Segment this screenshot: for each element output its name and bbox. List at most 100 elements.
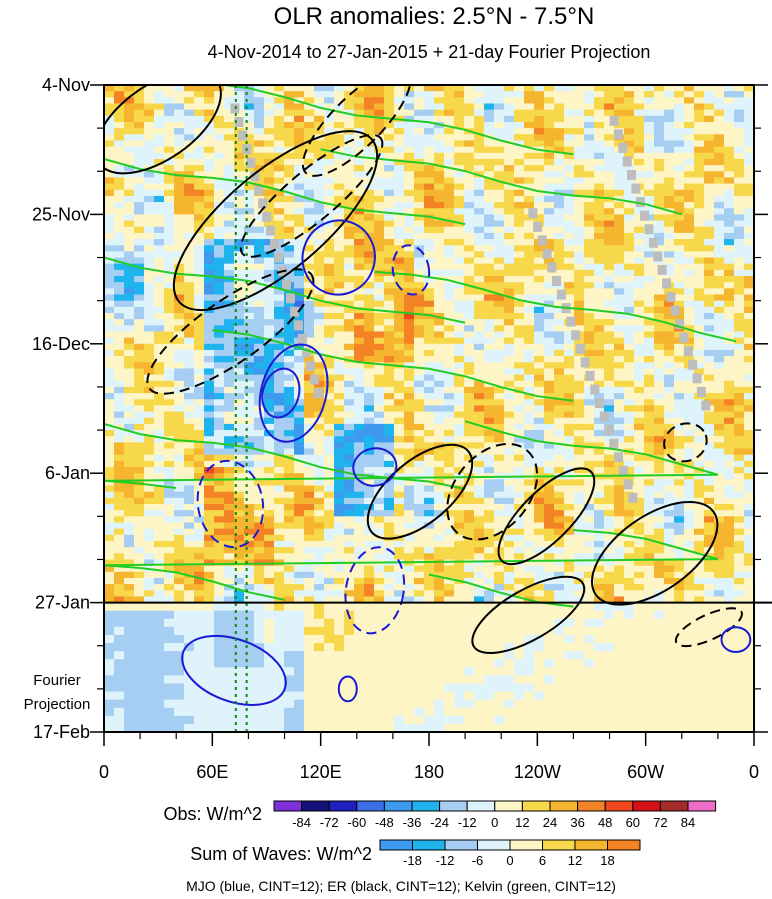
- field-cell: [374, 399, 385, 407]
- field-cell: [664, 430, 675, 437]
- field-cell: [284, 362, 295, 370]
- field-cell: [604, 189, 615, 197]
- field-cell: [494, 399, 505, 407]
- field-cell: [534, 103, 545, 111]
- field-cell: [504, 460, 515, 468]
- field-cell: [734, 473, 745, 480]
- field-cell: [624, 251, 635, 259]
- field-cell: [304, 411, 315, 419]
- field-cell: [534, 214, 545, 222]
- field-cell: [644, 362, 655, 370]
- field-cell: [604, 146, 615, 154]
- field-cell: [414, 189, 425, 197]
- field-cell: [664, 460, 675, 468]
- field-cell: [634, 430, 645, 437]
- field-cell: [374, 436, 385, 443]
- field-cell: [624, 263, 635, 271]
- field-cell: [704, 245, 715, 252]
- field-cell: [254, 319, 265, 326]
- field-cell: [264, 97, 275, 105]
- field-cell: [494, 528, 505, 536]
- field-cell: [684, 386, 695, 394]
- field-cell: [334, 306, 345, 314]
- field-cell: [454, 362, 465, 370]
- field-cell: [544, 534, 555, 542]
- field-cell: [704, 380, 715, 388]
- field-cell: [394, 547, 405, 554]
- field-cell: [334, 430, 345, 437]
- field-cell: [614, 208, 625, 215]
- field-cell: [694, 306, 705, 314]
- field-cell: [194, 220, 205, 228]
- field-cell: [664, 226, 675, 234]
- field-cell: [394, 436, 405, 443]
- field-cell: [484, 183, 495, 191]
- field-cell: [164, 97, 175, 105]
- field-cell: [704, 103, 715, 111]
- field-cell: [404, 485, 415, 493]
- field-cell: [724, 362, 735, 370]
- field-cell: [704, 158, 715, 166]
- field-cell: [724, 528, 735, 536]
- field-cell: [734, 442, 745, 450]
- field-cell: [174, 349, 185, 357]
- field-cell: [134, 276, 145, 283]
- field-cell: [354, 368, 365, 376]
- field-cell: [144, 423, 155, 431]
- field-cell: [544, 276, 555, 283]
- field-cell: [634, 121, 645, 129]
- field-cell: [684, 423, 695, 431]
- field-cell: [324, 331, 335, 339]
- field-cell: [304, 239, 315, 246]
- field-cell: [304, 491, 315, 499]
- field-cell: [344, 553, 355, 561]
- field-cell: [554, 436, 565, 443]
- field-cell: [274, 158, 285, 166]
- field-cell: [194, 386, 205, 394]
- field-cell: [154, 226, 165, 234]
- field-cell: [174, 485, 185, 493]
- field-cell: [254, 460, 265, 468]
- field-cell: [494, 152, 505, 160]
- field-cell: [534, 411, 545, 419]
- field-cell: [104, 497, 115, 505]
- field-cell: [214, 534, 225, 542]
- field-cell: [124, 522, 135, 530]
- field-cell: [194, 374, 205, 382]
- field-cell: [224, 220, 235, 228]
- field-cell: [274, 239, 285, 246]
- field-cell: [324, 473, 335, 480]
- field-cell: [434, 239, 445, 246]
- field-cell: [444, 553, 455, 561]
- field-cell: [174, 115, 185, 123]
- field-cell: [144, 152, 155, 160]
- field-cell: [694, 257, 705, 265]
- field-cell: [504, 510, 515, 517]
- field-cell: [104, 300, 115, 308]
- field-cell: [424, 85, 435, 92]
- field-cell: [324, 276, 335, 283]
- field-cell: [604, 380, 615, 388]
- field-cell: [544, 183, 555, 191]
- field-cell: [594, 294, 605, 302]
- field-cell: [294, 491, 305, 499]
- field-cell: [674, 430, 685, 437]
- field-cell: [714, 239, 725, 246]
- field-cell: [594, 146, 605, 154]
- field-cell: [744, 491, 754, 499]
- field-cell: [524, 411, 535, 419]
- field-cell: [664, 85, 675, 92]
- field-cell: [264, 442, 275, 450]
- field-cell: [364, 288, 375, 296]
- field-cell: [394, 540, 405, 548]
- field-cell: [434, 405, 445, 413]
- field-cell: [654, 349, 665, 357]
- field-cell: [604, 553, 615, 561]
- field-cell: [124, 356, 135, 363]
- field-cell: [334, 282, 345, 289]
- field-cell: [644, 140, 655, 148]
- field-cell: [704, 239, 715, 246]
- field-cell: [404, 436, 415, 443]
- field-cell: [304, 312, 315, 320]
- field-cell: [194, 485, 205, 493]
